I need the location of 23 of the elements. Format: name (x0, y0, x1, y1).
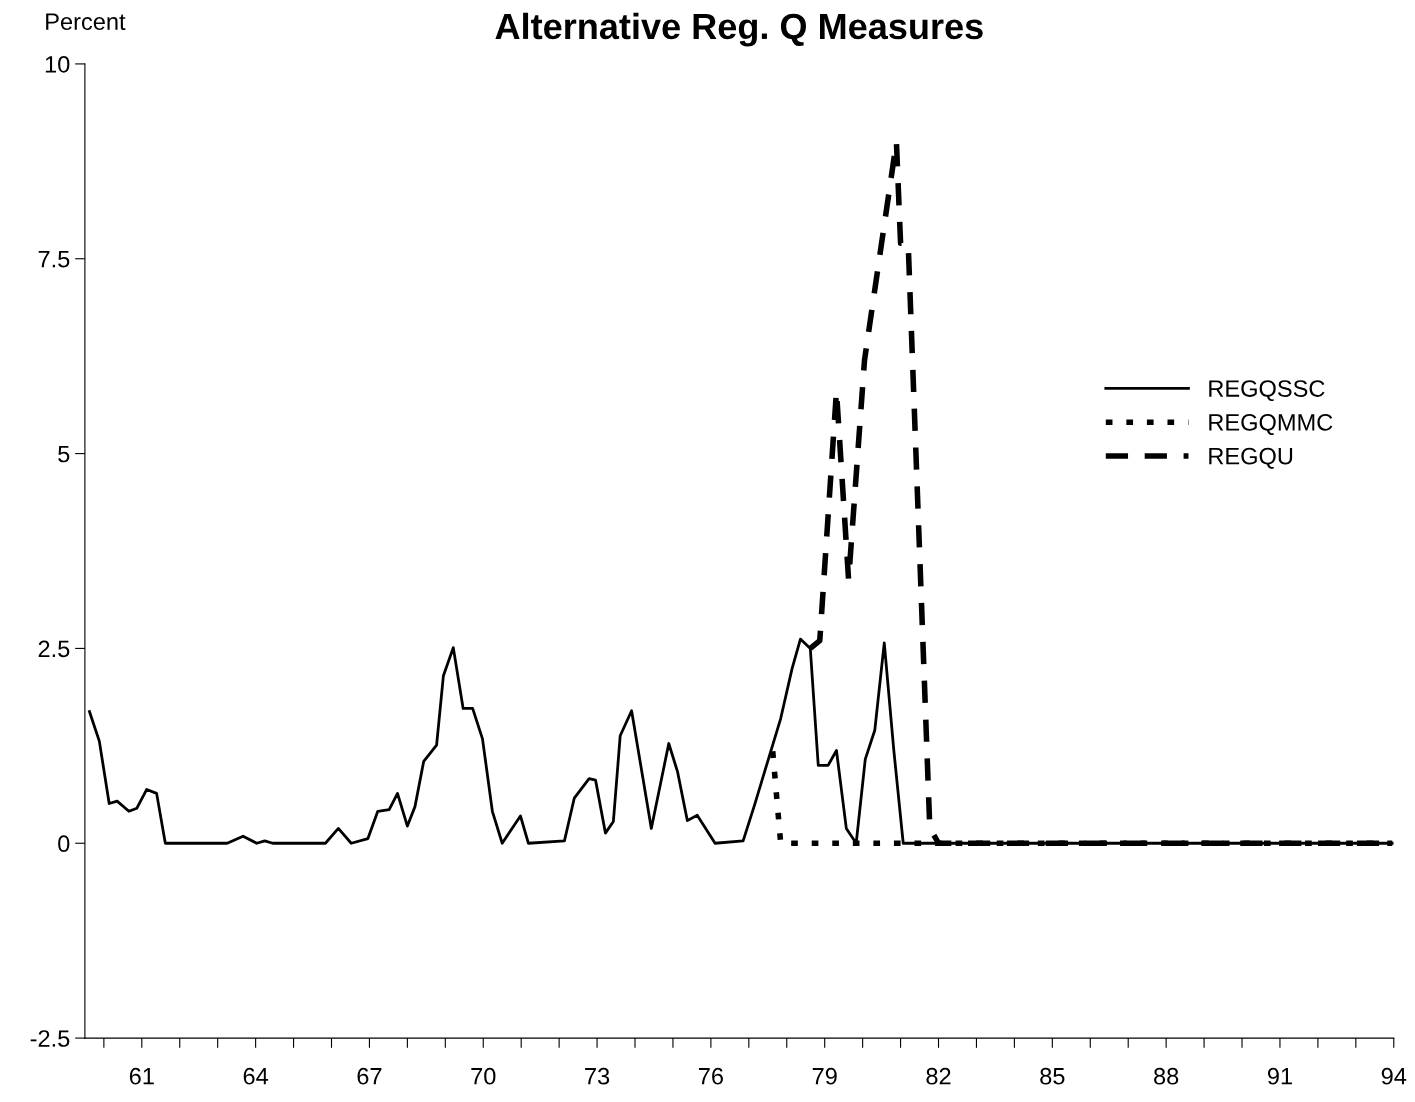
y-tick-label: -2.5 (30, 1030, 70, 1047)
x-tick-label: 76 (698, 1067, 723, 1085)
x-tick-label: 85 (1040, 1067, 1065, 1085)
legend-label: REGQU (1209, 447, 1293, 469)
x-tick-label: 91 (1267, 1067, 1292, 1085)
x-tick-label: 79 (812, 1067, 837, 1085)
y-axis-title: Percent (46, 13, 126, 31)
x-tick-label: 73 (585, 1067, 610, 1085)
y-tick-label: 2.5 (38, 640, 70, 658)
chart-title: Alternative Reg. Q Measures (495, 12, 983, 47)
y-tick-label: 5 (58, 445, 70, 463)
x-tick-label: 82 (926, 1067, 951, 1085)
y-tick-label: 0 (58, 835, 70, 853)
x-tick-label: 70 (471, 1067, 496, 1085)
y-tick-label: 7.5 (38, 251, 70, 268)
y-tick-label: 10 (45, 55, 70, 73)
x-tick-label: 67 (357, 1067, 382, 1085)
x-tick-label: 64 (243, 1067, 269, 1085)
x-tick-label: 94 (1381, 1067, 1407, 1085)
x-tick-label: 61 (129, 1067, 154, 1085)
legend-label: REGQMMC (1209, 413, 1333, 435)
legend-label: REGQSSC (1209, 380, 1325, 402)
x-tick-label: 88 (1154, 1067, 1179, 1085)
